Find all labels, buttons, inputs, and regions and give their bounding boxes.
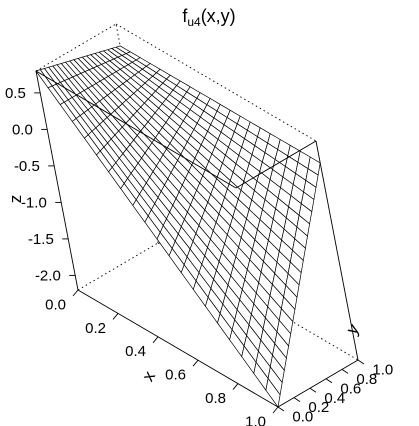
x-axis-tick — [272, 406, 279, 414]
x-axis-tick — [232, 383, 239, 390]
x-axis-tick-label: 0.0 — [45, 296, 66, 313]
box-front-edge — [35, 70, 237, 189]
chart-title-suffix: (x,y) — [201, 6, 236, 26]
chart-title-main: f — [182, 6, 188, 26]
y-axis-tick-label: 0.4 — [324, 390, 345, 407]
box-front-edge — [235, 140, 317, 189]
y-axis-tick-label: 0.6 — [340, 380, 361, 397]
box-front-edge — [35, 70, 79, 291]
z-axis-tick-label: 0.5 — [5, 85, 26, 102]
z-axis-tick-label: -0.5 — [14, 158, 40, 175]
chart-title-subscript: u4 — [187, 15, 201, 29]
y-axis-tick — [309, 387, 317, 393]
x-axis-label: x — [138, 367, 159, 384]
z-axis-tick-label: -2.0 — [35, 267, 61, 284]
y-axis-tick — [277, 406, 285, 412]
y-axis-tick-label: 0.2 — [308, 399, 329, 416]
y-axis-tick-label: 0.0 — [292, 409, 313, 426]
y-axis-tick-label: 1.0 — [372, 362, 393, 379]
x-axis-tick-label: 0.2 — [85, 320, 106, 337]
box-back-edge — [35, 23, 117, 72]
mesh-cell — [265, 377, 281, 408]
axes: -2.0-1.5-1.0-0.50.00.50.00.20.40.60.81.0… — [5, 85, 393, 426]
chart-title: fu4(x,y) — [182, 6, 235, 29]
x-axis-tick — [152, 336, 159, 344]
y-axis-tick — [341, 369, 349, 374]
z-axis-tick-label: 0.0 — [12, 121, 33, 138]
z-axis-tick-label: -1.0 — [21, 194, 47, 211]
y-axis-label: y — [342, 320, 363, 338]
box-front-edge — [277, 359, 359, 408]
x-axis-tick — [112, 313, 119, 320]
box-front-edge — [315, 140, 359, 361]
y-axis-tick — [293, 397, 301, 402]
x-axis-tick-label: 0.8 — [205, 390, 226, 407]
surface-mesh — [35, 45, 321, 408]
y-axis-tick — [325, 378, 333, 384]
x-axis-tick-label: 0.4 — [125, 343, 146, 360]
y-axis-tick — [357, 359, 365, 365]
box-front-edge — [77, 289, 279, 408]
z-axis-label: z — [6, 195, 25, 204]
x-axis-tick-label: 1.0 — [245, 413, 266, 426]
box-back-edge — [77, 242, 159, 291]
x-axis-tick-label: 0.6 — [165, 367, 186, 384]
x-axis-tick — [72, 289, 79, 297]
y-axis-tick-label: 0.8 — [356, 371, 377, 388]
x-axis-tick — [192, 359, 199, 367]
box-front-edges — [35, 70, 359, 408]
z-axis-tick-label: -1.5 — [28, 231, 54, 248]
